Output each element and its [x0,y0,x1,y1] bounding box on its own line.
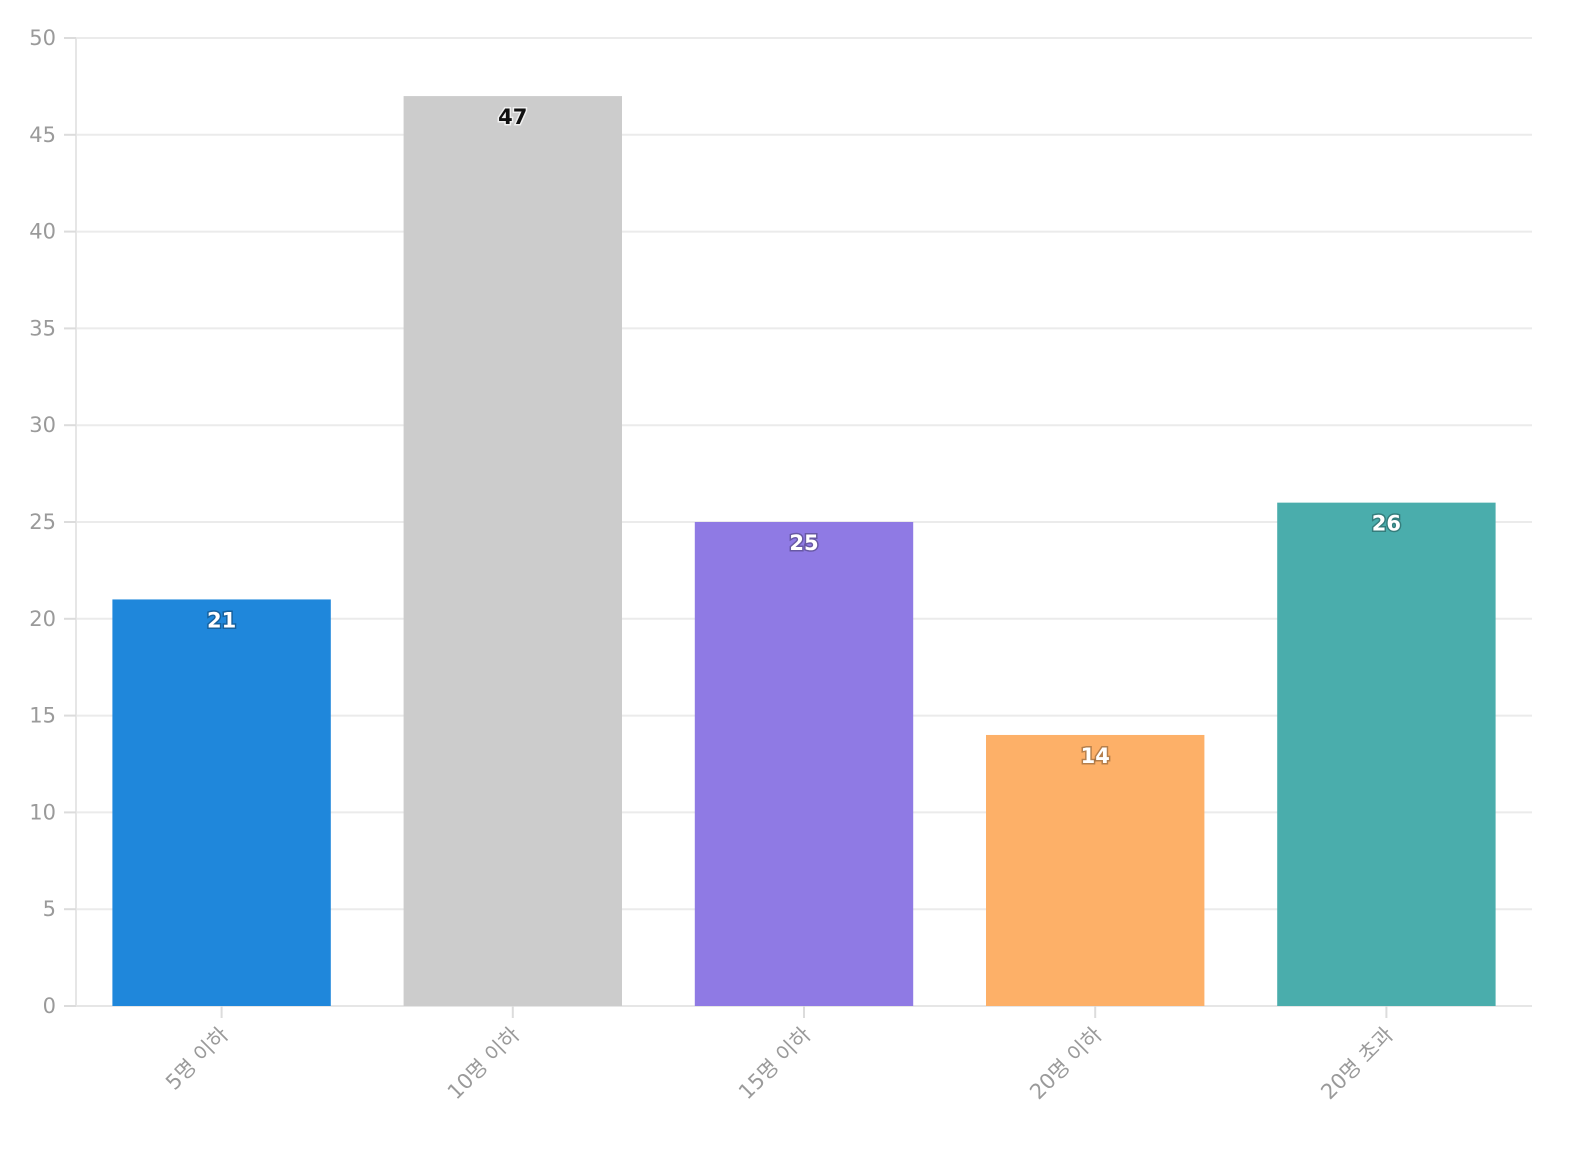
x-tick-label: 20명 초과 [1316,1023,1398,1105]
y-tick-label: 35 [29,316,56,340]
y-tick-label: 0 [43,994,56,1018]
y-tick-label: 30 [29,413,56,437]
y-tick-label: 5 [43,897,56,921]
bar[interactable] [112,599,331,1006]
data-label: 21 [207,608,236,632]
data-label: 14 [1081,744,1110,768]
bar[interactable] [1277,502,1496,1006]
data-label: 47 [498,105,527,129]
y-tick-label: 15 [29,704,56,728]
x-tick-label: 20명 이하 [1025,1023,1107,1105]
y-tick-label: 50 [29,26,56,50]
x-tick-label: 15명 이하 [734,1023,816,1105]
x-tick-label: 5명 이하 [161,1023,233,1095]
bar[interactable] [403,96,622,1006]
bar[interactable] [986,734,1205,1006]
y-tick-label: 20 [29,607,56,631]
y-tick-label: 40 [29,220,56,244]
y-axis-ticks: 0 5 10 15 20 25 30 35 40 45 50 [29,26,76,1018]
data-labels: 21 47 25 14 26 [205,104,1402,770]
x-tick-label: 10명 이하 [443,1023,525,1105]
y-tick-label: 10 [29,800,56,824]
bar[interactable] [694,522,914,1006]
y-tick-label: 25 [29,510,56,534]
data-label: 25 [789,531,818,555]
data-label: 26 [1372,512,1401,536]
y-tick-label: 45 [29,123,56,147]
x-axis-ticks: 5명 이하 10명 이하 15명 이하 20명 이하 20명 초과 [161,1006,1398,1104]
bars [112,96,1496,1006]
